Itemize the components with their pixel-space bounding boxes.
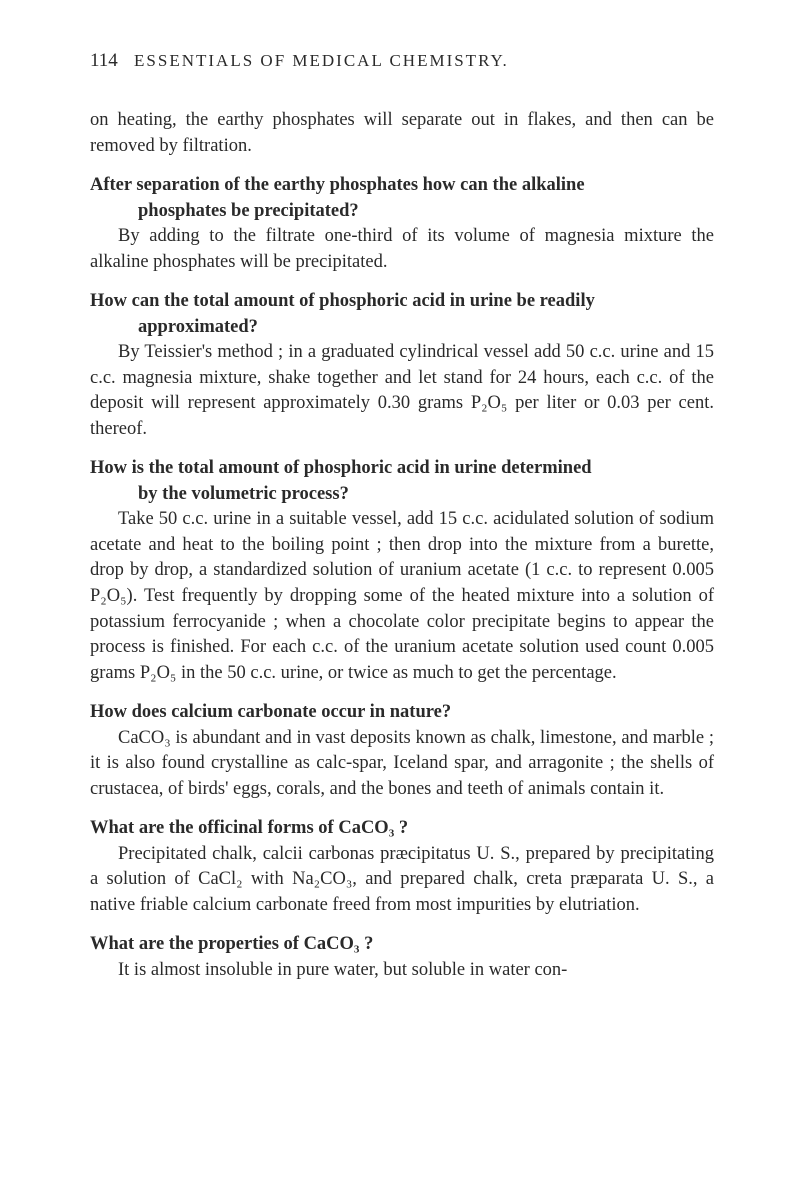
question-line1: What are the properties of CaCO₃ ? bbox=[90, 934, 373, 954]
question: After separation of the earthy phosphate… bbox=[90, 173, 714, 224]
running-header: 114 ESSENTIALS OF MEDICAL CHEMISTRY. bbox=[90, 48, 714, 74]
question: How can the total amount of phosphoric a… bbox=[90, 289, 714, 340]
question: What are the properties of CaCO₃ ? bbox=[90, 932, 714, 958]
qa-block: After separation of the earthy phosphate… bbox=[90, 173, 714, 275]
answer: Precipitated chalk, calcii carbonas præc… bbox=[90, 842, 714, 919]
question: How does calcium carbonate occur in natu… bbox=[90, 700, 714, 726]
qa-block: How does calcium carbonate occur in natu… bbox=[90, 700, 714, 802]
question-line2: by the volumetric process? bbox=[90, 482, 714, 508]
answer: By Teissier's method ; in a graduated cy… bbox=[90, 340, 714, 442]
question-line1: How is the total amount of phosphoric ac… bbox=[90, 458, 592, 478]
page-number: 114 bbox=[90, 50, 118, 71]
question-line2: approximated? bbox=[90, 315, 714, 341]
question-line1: How can the total amount of phosphoric a… bbox=[90, 291, 595, 311]
qa-block: What are the properties of CaCO₃ ? It is… bbox=[90, 932, 714, 983]
question-line1: After separation of the earthy phosphate… bbox=[90, 175, 585, 195]
qa-block: How is the total amount of phosphoric ac… bbox=[90, 456, 714, 686]
book-page: 114 ESSENTIALS OF MEDICAL CHEMISTRY. on … bbox=[0, 0, 800, 1202]
question-line2: phosphates be precipitated? bbox=[90, 199, 714, 225]
answer: Take 50 c.c. urine in a suitable vessel,… bbox=[90, 507, 714, 686]
intro-paragraph: on heating, the earthy phosphates will s… bbox=[90, 108, 714, 159]
question-line1: What are the officinal forms of CaCO₃ ? bbox=[90, 818, 408, 838]
answer: By adding to the filtrate one-third of i… bbox=[90, 224, 714, 275]
qa-block: What are the officinal forms of CaCO₃ ? … bbox=[90, 816, 714, 918]
question-line1: How does calcium carbonate occur in natu… bbox=[90, 702, 451, 722]
answer: CaCO₃ is abundant and in vast deposits k… bbox=[90, 726, 714, 803]
qa-block: How can the total amount of phosphoric a… bbox=[90, 289, 714, 442]
question: What are the officinal forms of CaCO₃ ? bbox=[90, 816, 714, 842]
answer: It is almost insoluble in pure water, bu… bbox=[90, 958, 714, 984]
question: How is the total amount of phosphoric ac… bbox=[90, 456, 714, 507]
running-title: ESSENTIALS OF MEDICAL CHEMISTRY. bbox=[134, 51, 509, 70]
